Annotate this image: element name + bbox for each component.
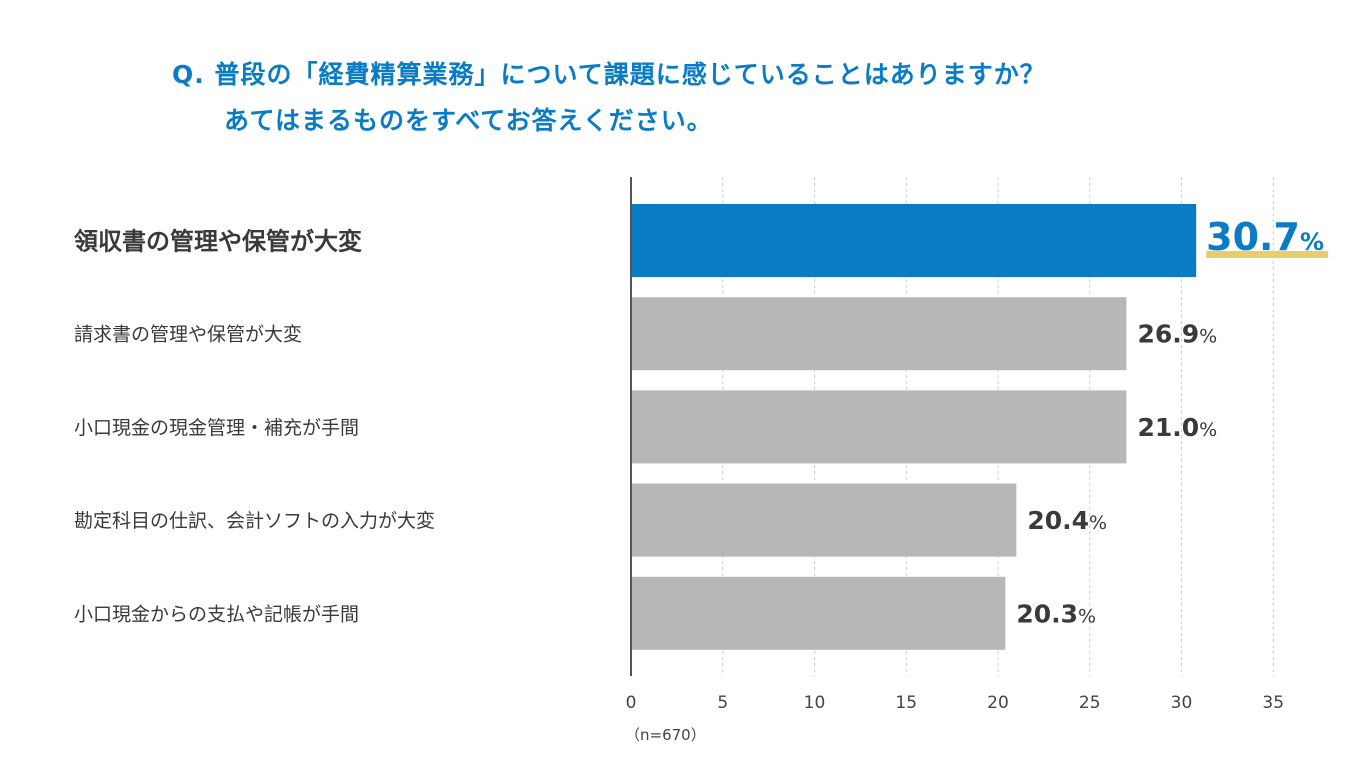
value-label: 30.7%	[1206, 215, 1324, 259]
bar	[631, 204, 1196, 277]
bar	[631, 297, 1126, 370]
value-label: 20.4%	[1027, 506, 1107, 535]
x-tick-label: 10	[804, 693, 826, 713]
category-label: 勘定科目の仕訳、会計ソフトの入力が大変	[74, 510, 435, 532]
x-tick-label: 0	[626, 693, 637, 713]
x-tick-label: 20	[987, 693, 1009, 713]
category-label: 領収書の管理や保管が大変	[74, 228, 362, 256]
x-tick-label: 5	[717, 693, 728, 713]
bar	[631, 577, 1005, 650]
value-label: 21.0%	[1137, 413, 1217, 442]
x-tick-label: 35	[1262, 693, 1284, 713]
bar-chart: 0 5 10 15 20 25 30 35 領収書の管理や保管が大変 30.7% 請求書の管理や保管…	[0, 0, 1367, 781]
category-label: 小口現金の現金管理・補充が手間	[74, 417, 359, 439]
x-tick-label: 25	[1079, 693, 1101, 713]
bar	[631, 484, 1016, 557]
bar	[631, 390, 1126, 463]
category-label: 請求書の管理や保管が大変	[74, 324, 302, 346]
value-label: 26.9%	[1137, 320, 1217, 349]
value-label: 20.3%	[1016, 599, 1096, 628]
x-tick-label: 30	[1171, 693, 1193, 713]
x-tick-label: 15	[895, 693, 917, 713]
sample-size-note: （n=670）	[625, 724, 706, 745]
category-label: 小口現金からの支払や記帳が手間	[74, 603, 359, 625]
